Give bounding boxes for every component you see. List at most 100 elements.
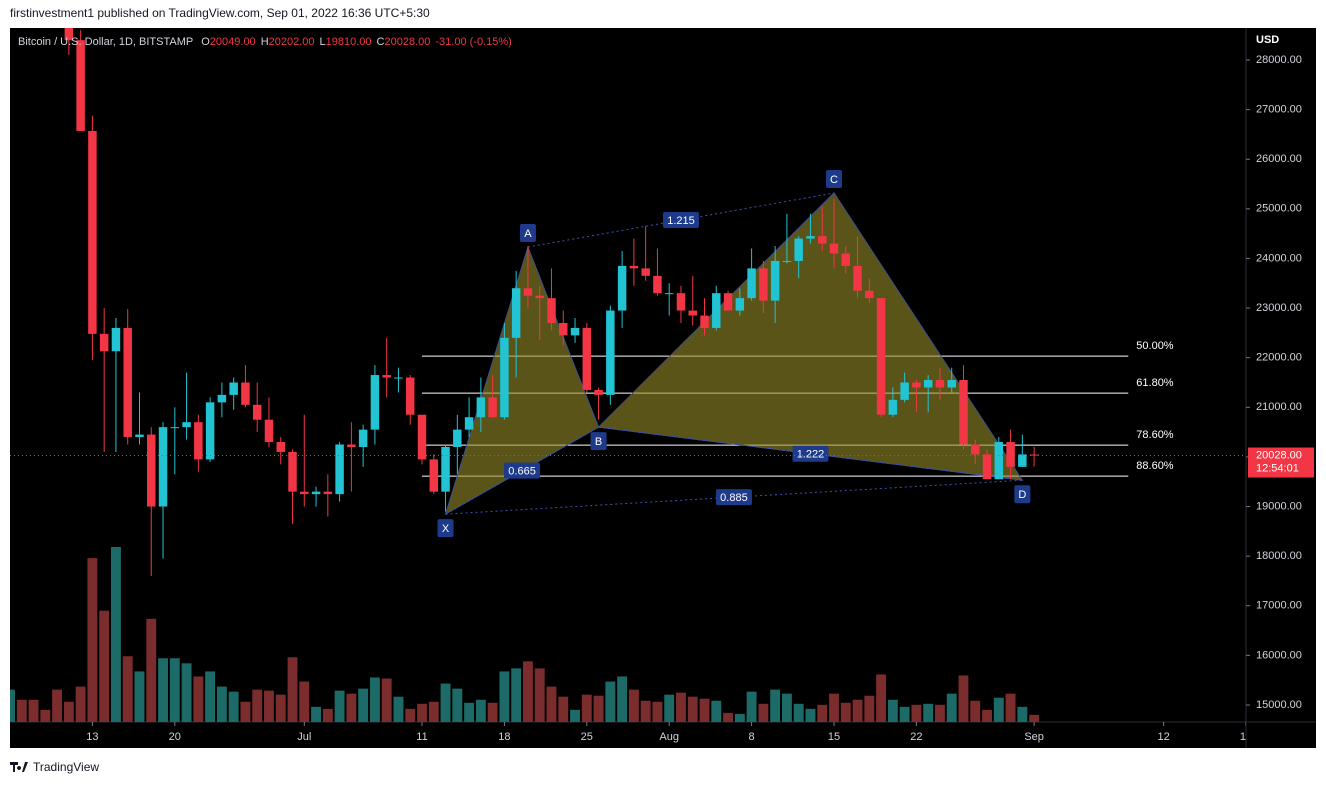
candle-body (794, 238, 803, 261)
candle-body (923, 380, 933, 388)
volume-bar (840, 702, 851, 722)
candle-body (405, 377, 415, 415)
ratio-line (445, 479, 1023, 515)
countdown: 12:54:01 (1256, 462, 1299, 474)
y-tick-label: 16000.00 (1256, 649, 1302, 661)
candle-body (900, 382, 909, 400)
y-tick-label: 17000.00 (1256, 600, 1302, 612)
volume-bar (1029, 714, 1040, 722)
candle-body (570, 327, 580, 336)
candle-body (323, 491, 333, 495)
volume-bar (334, 690, 345, 722)
candle-body (358, 429, 368, 447)
ohlc-value: 19810.00 (326, 36, 372, 48)
volume-bar (405, 708, 416, 722)
candle-body (806, 236, 815, 239)
volume-bar (134, 671, 145, 722)
volume-bar (181, 663, 192, 722)
volume-bar (428, 701, 439, 722)
volume-bar (287, 657, 298, 722)
volume-bar (499, 671, 510, 722)
pattern-point-box (519, 224, 536, 243)
volume-bar (522, 661, 533, 722)
volume-bar (169, 658, 180, 722)
candle-body (453, 429, 462, 447)
ratio-label: 0.885 (720, 492, 748, 504)
candle-body (606, 310, 615, 395)
volume-bar (617, 676, 628, 722)
candle-body (594, 389, 603, 395)
volume-bar (1017, 706, 1028, 722)
volume-bar (993, 697, 1004, 722)
candle-body (829, 243, 839, 254)
y-tick-label: 24000.00 (1256, 252, 1302, 264)
y-tick-label: 21000.00 (1256, 401, 1302, 413)
x-tick-label: 8 (749, 731, 755, 743)
candle-body (723, 293, 733, 311)
volume-bar (652, 701, 663, 722)
candle-body (982, 454, 992, 480)
y-tick-label: 27000.00 (1256, 104, 1302, 116)
candle-body (229, 382, 238, 395)
candle-body (147, 434, 156, 507)
volume-bar (146, 618, 157, 722)
candle-body (676, 293, 686, 311)
fib-label: 88.60% (1136, 460, 1174, 472)
volume-bar (770, 689, 781, 722)
pattern-point-label: A (524, 228, 532, 240)
fib-label: 50.00% (1136, 340, 1174, 352)
pattern-point-box (826, 169, 842, 188)
candle-body (217, 394, 227, 403)
candle-body (53, 0, 61, 5)
candle-body (511, 288, 521, 338)
fib-label: 78.60% (1136, 429, 1174, 441)
volume-bar (570, 709, 580, 722)
ohlc-value: 20049.00 (210, 36, 256, 48)
volume-bar (534, 668, 545, 722)
volume-bar (311, 706, 322, 722)
candle-body (99, 333, 109, 352)
candle-body (641, 268, 650, 276)
brand-name: TradingView (33, 760, 99, 774)
legend: Bitcoin / U.S. Dollar, 1D, BITSTAMP O2004… (18, 36, 512, 48)
volume-bar (723, 712, 734, 722)
volume-bar (640, 700, 651, 722)
candle-body (735, 298, 745, 311)
volume-bar (581, 694, 592, 722)
candle-body (252, 404, 262, 420)
volume-bar (52, 689, 63, 722)
volume-bar (16, 699, 27, 722)
candle-body (476, 397, 486, 418)
brand-logo (10, 762, 28, 772)
y-tick-label: 15000.00 (1256, 699, 1302, 711)
volume-bar (440, 683, 451, 722)
volume-bar (240, 701, 251, 722)
volume-bar (110, 547, 121, 722)
candle-body (617, 265, 627, 311)
volume-bar (511, 668, 522, 722)
candle-body (865, 290, 874, 299)
currency: USD (1256, 34, 1279, 46)
candle-body (876, 298, 886, 415)
symbol-title: Bitcoin / U.S. Dollar, 1D, BITSTAMP (18, 36, 193, 48)
last-price-box (1248, 447, 1314, 478)
volume-bar (322, 708, 333, 722)
candle-body (135, 434, 144, 438)
volume-bar (829, 693, 839, 722)
candle-body (264, 419, 274, 443)
x-tick-label: 25 (581, 731, 593, 743)
volume-bar (593, 695, 604, 722)
volume-bar (28, 699, 39, 722)
volume-bar (982, 709, 992, 722)
candle-body (700, 315, 709, 328)
y-tick-label: 25000.00 (1256, 203, 1302, 215)
pattern-point-label: X (442, 523, 450, 535)
candle-body (888, 399, 898, 415)
volume-bar (758, 703, 769, 722)
ratio-box (662, 212, 699, 229)
candle-body (664, 293, 674, 295)
candle-body (912, 382, 921, 388)
candle-body (971, 444, 980, 455)
volume-bar (605, 681, 616, 722)
